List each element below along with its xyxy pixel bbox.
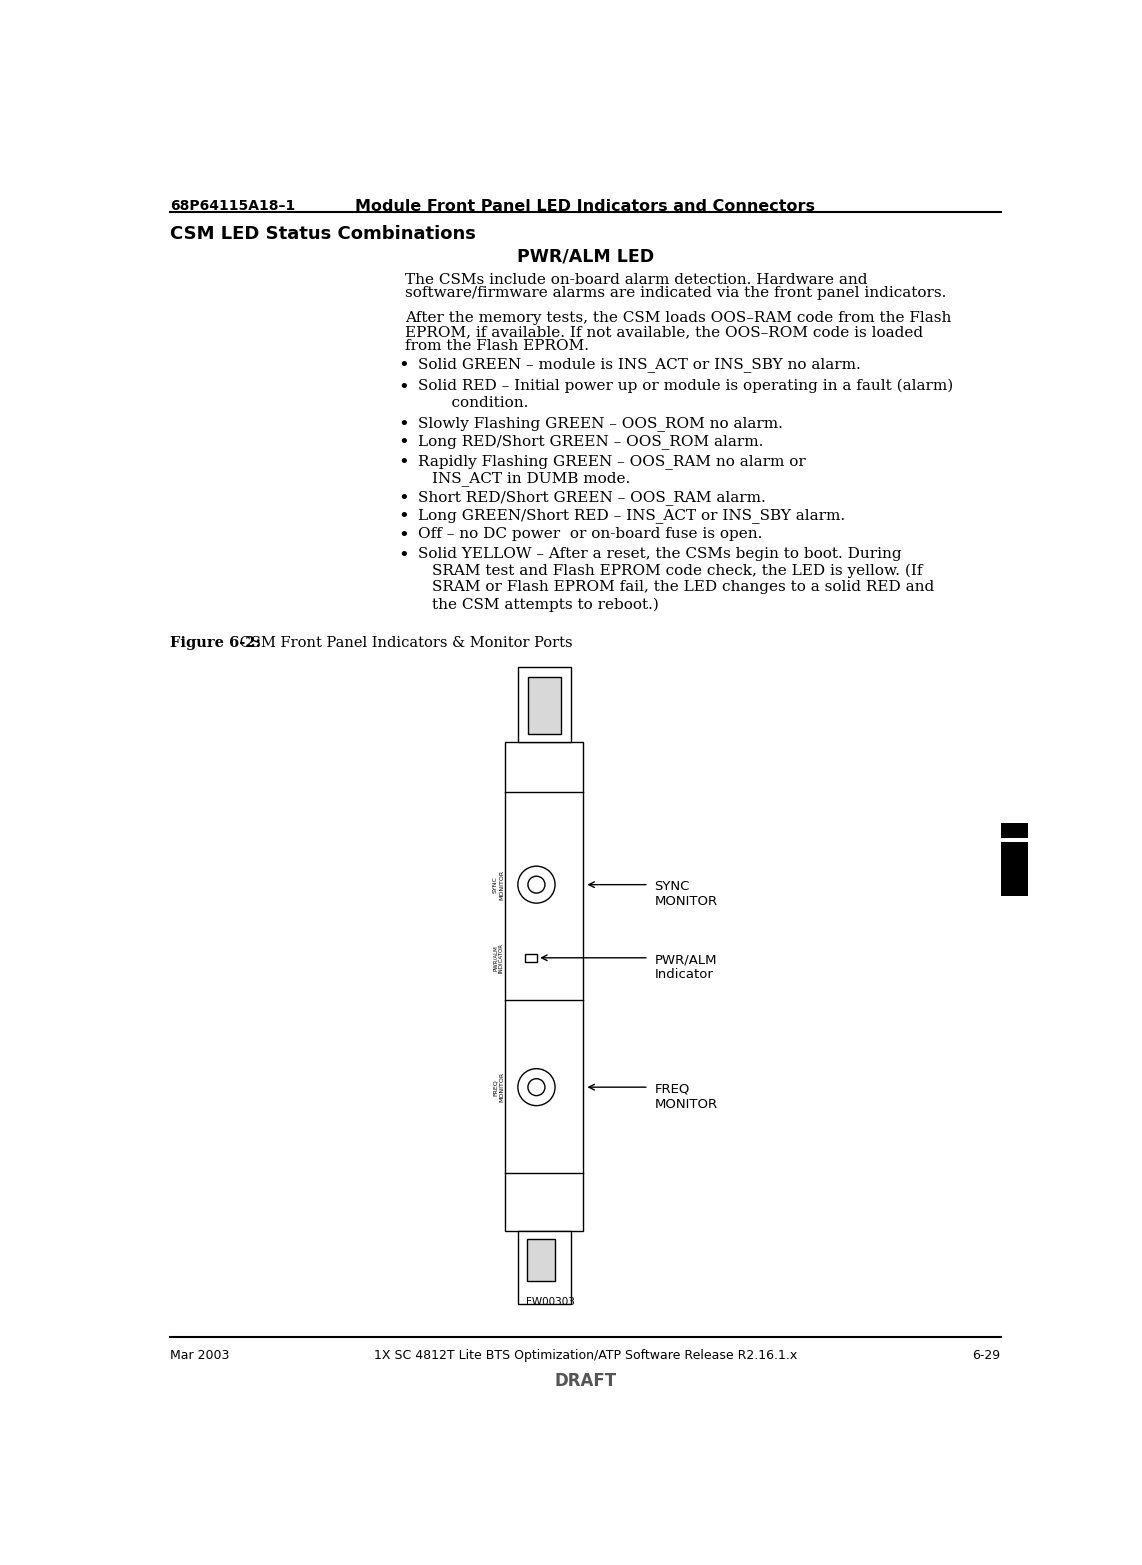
Text: Rapidly Flashing GREEN – OOS_RAM no alarm or: Rapidly Flashing GREEN – OOS_RAM no alar… — [418, 454, 805, 470]
Text: condition.: condition. — [432, 396, 529, 410]
Bar — [1000, 823, 1028, 839]
Bar — [528, 676, 561, 734]
Text: the CSM attempts to reboot.): the CSM attempts to reboot.) — [432, 598, 659, 612]
Text: PWR/ALM LED: PWR/ALM LED — [516, 247, 654, 266]
Text: SRAM test and Flash EPROM code check, the LED is yellow. (If: SRAM test and Flash EPROM code check, th… — [432, 563, 923, 577]
Text: SRAM or Flash EPROM fail, the LED changes to a solid RED and: SRAM or Flash EPROM fail, the LED change… — [432, 581, 934, 595]
Text: After the memory tests, the CSM loads OOS–RAM code from the Flash: After the memory tests, the CSM loads OO… — [404, 311, 951, 326]
Text: •: • — [399, 434, 409, 452]
Text: Solid RED – Initial power up or module is operating in a fault (alarm): Solid RED – Initial power up or module i… — [418, 379, 954, 393]
Circle shape — [528, 876, 545, 894]
Text: •: • — [399, 509, 409, 526]
Text: EPROM, if available. If not available, the OOS–ROM code is loaded: EPROM, if available. If not available, t… — [404, 326, 923, 340]
Text: PWR/ALM
INDICATOR: PWR/ALM INDICATOR — [493, 942, 504, 973]
Text: 68P64115A18–1: 68P64115A18–1 — [170, 199, 295, 213]
Text: •: • — [399, 379, 409, 398]
Circle shape — [517, 865, 555, 903]
Text: •: • — [399, 490, 409, 507]
Text: INS_ACT in DUMB mode.: INS_ACT in DUMB mode. — [432, 471, 630, 487]
Text: •: • — [399, 546, 409, 565]
Text: Long RED/Short GREEN – OOS_ROM alarm.: Long RED/Short GREEN – OOS_ROM alarm. — [418, 434, 763, 449]
Text: Module Front Panel LED Indicators and Connectors: Module Front Panel LED Indicators and Co… — [355, 199, 815, 214]
Text: Figure 6-2:: Figure 6-2: — [170, 635, 260, 649]
Text: Solid GREEN – module is INS_ACT or INS_SBY no alarm.: Solid GREEN – module is INS_ACT or INS_S… — [418, 357, 861, 372]
Circle shape — [528, 1078, 545, 1095]
Text: SYNC
MONITOR: SYNC MONITOR — [654, 880, 717, 908]
Text: Mar 2003: Mar 2003 — [170, 1349, 230, 1362]
Text: CSM Front Panel Indicators & Monitor Ports: CSM Front Panel Indicators & Monitor Por… — [235, 635, 572, 649]
Text: 6-29: 6-29 — [973, 1349, 1000, 1362]
Text: Long GREEN/Short RED – INS_ACT or INS_SBY alarm.: Long GREEN/Short RED – INS_ACT or INS_SB… — [418, 509, 845, 523]
Text: from the Flash EPROM.: from the Flash EPROM. — [404, 338, 588, 352]
Text: 6: 6 — [1007, 876, 1021, 895]
Text: DRAFT: DRAFT — [554, 1373, 617, 1390]
Text: •: • — [399, 454, 409, 473]
Text: PWR/ALM
Indicator: PWR/ALM Indicator — [654, 953, 717, 981]
Bar — [506, 742, 582, 1232]
Text: FREQ
MONITOR: FREQ MONITOR — [493, 1072, 504, 1102]
Text: SYNC
MONITOR: SYNC MONITOR — [493, 870, 504, 900]
Text: •: • — [399, 416, 409, 434]
Text: •: • — [399, 357, 409, 376]
Text: software/firmware alarms are indicated via the front panel indicators.: software/firmware alarms are indicated v… — [404, 286, 946, 300]
Text: FW00303: FW00303 — [525, 1296, 574, 1307]
Circle shape — [517, 1069, 555, 1105]
Bar — [1000, 842, 1028, 897]
Text: Solid YELLOW – After a reset, the CSMs begin to boot. During: Solid YELLOW – After a reset, the CSMs b… — [418, 546, 901, 560]
Bar — [525, 953, 537, 962]
Text: FREQ
MONITOR: FREQ MONITOR — [654, 1083, 717, 1111]
Text: 1X SC 4812T Lite BTS Optimization/ATP Software Release R2.16.1.x: 1X SC 4812T Lite BTS Optimization/ATP So… — [373, 1349, 797, 1362]
Text: CSM LED Status Combinations: CSM LED Status Combinations — [170, 225, 476, 243]
Bar — [528, 1239, 555, 1282]
Bar — [517, 1232, 571, 1304]
Text: Short RED/Short GREEN – OOS_RAM alarm.: Short RED/Short GREEN – OOS_RAM alarm. — [418, 490, 765, 504]
Bar — [517, 667, 571, 742]
Text: Off – no DC power  or on-board fuse is open.: Off – no DC power or on-board fuse is op… — [418, 526, 762, 540]
Text: •: • — [399, 526, 409, 545]
Text: Slowly Flashing GREEN – OOS_ROM no alarm.: Slowly Flashing GREEN – OOS_ROM no alarm… — [418, 416, 782, 430]
Text: The CSMs include on-board alarm detection. Hardware and: The CSMs include on-board alarm detectio… — [404, 272, 867, 286]
